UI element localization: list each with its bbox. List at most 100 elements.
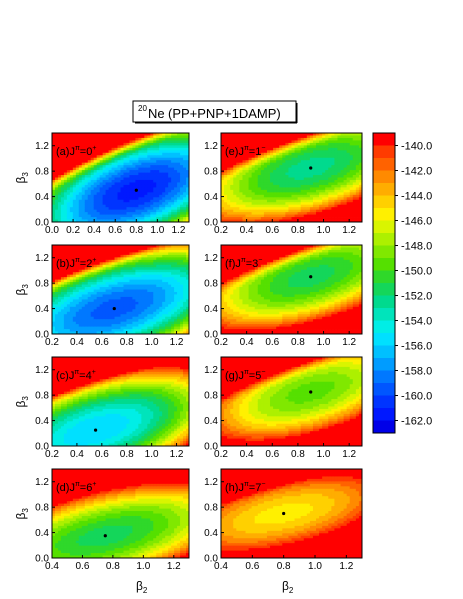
contour-cell: [248, 187, 253, 191]
contour-cell: [93, 279, 98, 283]
contour-cell: [102, 331, 107, 334]
contour-cell: [132, 182, 136, 186]
contour-cell: [260, 152, 265, 156]
contour-cell: [66, 147, 71, 151]
contour-cell: [312, 140, 317, 144]
contour-cell: [257, 150, 262, 154]
contour-cell: [52, 329, 56, 332]
contour-cell: [312, 219, 317, 222]
contour-cell: [96, 212, 101, 215]
contour-cell: [165, 187, 169, 191]
contour-cell: [224, 150, 228, 154]
contour-cell: [221, 133, 225, 136]
contour-cell: [63, 289, 68, 293]
contour-cell: [349, 192, 354, 196]
contour-cell: [319, 207, 323, 211]
contour-cell: [72, 192, 77, 196]
contour-cell: [54, 319, 59, 323]
contour-cell: [165, 177, 169, 181]
contour-cell: [312, 135, 317, 139]
contour-cell: [132, 287, 136, 290]
contour-cell: [129, 172, 133, 176]
contour-cell: [99, 145, 104, 149]
contour-cell: [141, 140, 145, 144]
contour-cell: [75, 197, 80, 201]
contour-cell: [81, 133, 86, 136]
contour-cell: [72, 269, 77, 273]
contour-cell: [135, 319, 139, 323]
contour-cell: [165, 212, 169, 215]
contour-cell: [63, 147, 68, 151]
contour-cell: [111, 321, 115, 325]
contour-cell: [186, 152, 189, 156]
contour-cell: [60, 145, 65, 149]
contour-cell: [144, 199, 148, 203]
contour-cell: [343, 202, 348, 206]
contour-cell: [297, 172, 302, 176]
contour-cell: [171, 212, 175, 215]
contour-cell: [165, 326, 169, 330]
contour-cell: [162, 311, 166, 315]
contour-cell: [337, 167, 341, 171]
contour-cell: [93, 264, 98, 268]
contour-cell: [239, 187, 243, 191]
contour-cell: [105, 329, 109, 332]
contour-cell: [162, 245, 166, 248]
contour-cell: [120, 329, 124, 332]
contour-cell: [294, 212, 299, 215]
contour-cell: [60, 301, 65, 305]
contour-cell: [153, 274, 157, 278]
contour-cell: [358, 187, 362, 191]
contour-cell: [108, 314, 112, 318]
contour-cell: [63, 209, 68, 213]
contour-cell: [242, 204, 246, 208]
contour-cell: [123, 137, 127, 141]
contour-cell: [129, 267, 133, 271]
contour-cell: [291, 187, 295, 191]
contour-cell: [153, 167, 157, 171]
contour-cell: [168, 306, 172, 310]
contour-cell: [165, 157, 169, 161]
contour-cell: [102, 170, 107, 173]
contour-cell: [355, 142, 360, 146]
contour-cell: [312, 204, 317, 208]
contour-cell: [96, 319, 101, 323]
contour-cell: [102, 133, 107, 136]
contour-cell: [66, 145, 71, 149]
contour-cell: [168, 212, 172, 215]
contour-cell: [84, 217, 89, 220]
contour-cell: [138, 140, 142, 144]
contour-cell: [123, 247, 127, 251]
contour-cell: [108, 165, 112, 169]
contour-cell: [84, 309, 89, 313]
contour-cell: [147, 189, 151, 193]
contour-cell: [309, 177, 314, 181]
contour-cell: [57, 282, 62, 285]
contour-cell: [340, 140, 345, 144]
contour-cell: [93, 252, 98, 256]
contour-cell: [147, 137, 151, 141]
contour-cell: [183, 316, 187, 320]
contour-cell: [90, 150, 95, 154]
contour-cell: [132, 249, 136, 253]
contour-cell: [87, 247, 92, 251]
contour-cell: [147, 214, 151, 218]
contour-cell: [186, 137, 189, 141]
contour-cell: [147, 170, 151, 173]
contour-cell: [285, 204, 289, 208]
contour-cell: [183, 326, 187, 330]
contour-cell: [153, 184, 157, 188]
contour-cell: [63, 167, 68, 171]
contour-cell: [102, 259, 107, 263]
contour-cell: [123, 279, 127, 283]
contour-cell: [288, 137, 292, 141]
contour-cell: [242, 145, 246, 149]
contour-cell: [57, 259, 62, 263]
contour-cell: [84, 182, 89, 186]
contour-cell: [96, 247, 101, 251]
contour-cell: [57, 204, 62, 208]
contour-cell: [156, 182, 160, 186]
contour-cell: [81, 189, 86, 193]
contour-cell: [279, 147, 283, 151]
contour-cell: [288, 162, 292, 166]
